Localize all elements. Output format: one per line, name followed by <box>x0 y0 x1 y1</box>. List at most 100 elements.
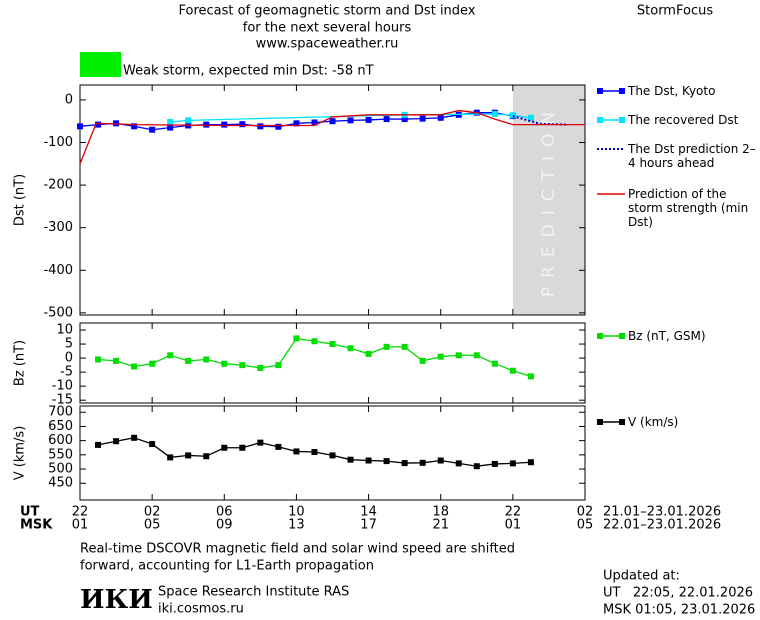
data-point <box>203 121 210 128</box>
data-point <box>149 126 156 133</box>
data-point <box>167 119 174 126</box>
date-range: 22.01–23.01.2026 <box>603 518 721 533</box>
series-line <box>512 115 567 126</box>
data-point <box>275 123 282 130</box>
data-point <box>95 121 102 128</box>
data-point <box>293 120 300 127</box>
brand: StormFocus <box>637 4 713 19</box>
y-tick-label: -10 <box>52 379 73 394</box>
legend-marker <box>619 333 625 339</box>
data-point <box>275 362 282 369</box>
data-point <box>491 110 498 117</box>
plot-frame <box>79 84 586 316</box>
data-point <box>383 343 390 350</box>
x-tick-label-msk: 09 <box>216 518 233 533</box>
y-axis-label: V (km/s) <box>13 426 28 481</box>
storm-text: Weak storm, expected min Dst: -58 nT <box>123 64 374 79</box>
data-point <box>329 341 336 348</box>
x-axis-label: MSK <box>20 518 53 533</box>
y-tick-label: 700 <box>48 405 73 420</box>
prediction-label: PREDICTION <box>539 103 559 297</box>
data-point <box>257 364 264 371</box>
y-tick-label: 550 <box>48 447 73 462</box>
data-point <box>491 360 498 367</box>
legend-entry: V (km/s) <box>628 415 679 429</box>
data-point <box>383 116 390 123</box>
data-point <box>221 121 228 128</box>
data-point <box>473 352 480 359</box>
data-point <box>185 357 192 364</box>
y-tick-label: 0 <box>65 351 73 366</box>
data-point <box>113 438 120 445</box>
data-point <box>473 463 480 470</box>
footer-note: Real-time DSCOVR magnetic field and sola… <box>80 542 515 557</box>
y-axis-label: Bz (nT) <box>13 340 28 386</box>
data-point <box>509 460 516 467</box>
legend-entry: Bz (nT, GSM) <box>628 329 706 343</box>
y-tick-label: -200 <box>43 178 73 193</box>
x-tick-label-msk: 21 <box>432 518 449 533</box>
updated: Updated at: <box>603 569 680 584</box>
data-point <box>401 460 408 467</box>
legend-marker <box>619 88 625 94</box>
y-tick-label: -500 <box>43 305 73 320</box>
legend-marker <box>597 117 603 123</box>
series-line <box>79 109 585 165</box>
data-point <box>527 114 534 121</box>
data-point <box>527 459 534 466</box>
x-tick-label: 22 <box>505 505 522 520</box>
data-point <box>365 116 372 123</box>
data-point <box>365 350 372 357</box>
data-point <box>293 448 300 455</box>
data-point <box>113 357 120 364</box>
data-point <box>383 458 390 465</box>
data-point <box>419 115 426 122</box>
title: Forecast of geomagnetic storm and Dst in… <box>178 4 475 19</box>
y-tick-label: 450 <box>48 476 73 491</box>
plot-frame <box>79 405 586 501</box>
x-tick-label: 02 <box>577 505 594 520</box>
x-tick-label-msk: 01 <box>505 518 522 533</box>
y-tick-label: -5 <box>60 365 73 380</box>
legend-entry: The Dst prediction 2–4 hours ahead <box>628 142 756 170</box>
logo: ИКИ <box>80 585 153 615</box>
y-tick-label: 650 <box>48 419 73 434</box>
x-tick-label-msk: 05 <box>144 518 161 533</box>
data-point <box>401 116 408 123</box>
legend-entry: Prediction of the storm strength (min Ds… <box>628 187 749 229</box>
data-point <box>167 352 174 359</box>
data-point <box>347 456 354 463</box>
plot-frame <box>79 322 586 404</box>
data-point <box>455 460 462 467</box>
y-tick-label: 600 <box>48 433 73 448</box>
legend-marker <box>597 333 603 339</box>
institute: Space Research Institute RAS <box>158 585 349 600</box>
data-point <box>131 123 138 130</box>
legend-marker <box>597 419 603 425</box>
data-point <box>149 441 156 448</box>
y-tick-label: 500 <box>48 462 73 477</box>
data-point <box>329 452 336 459</box>
data-point <box>293 335 300 342</box>
data-point <box>275 443 282 450</box>
data-point <box>221 360 228 367</box>
url: www.spaceweather.ru <box>256 37 399 52</box>
data-point <box>257 439 264 446</box>
x-tick-label-msk: 13 <box>288 518 305 533</box>
subtitle: for the next several hours <box>243 21 412 36</box>
data-point <box>239 444 246 451</box>
data-point <box>113 120 120 127</box>
data-point <box>185 117 192 124</box>
data-point <box>257 123 264 130</box>
x-tick-label: 18 <box>432 505 449 520</box>
x-tick-label: 06 <box>216 505 233 520</box>
x-axis-label: UT <box>20 505 40 520</box>
data-point <box>509 367 516 374</box>
y-tick-label: 0 <box>65 92 73 107</box>
x-tick-label-msk: 01 <box>72 518 89 533</box>
data-point <box>455 352 462 359</box>
data-point <box>329 118 336 125</box>
y-tick-label: 5 <box>65 337 73 352</box>
